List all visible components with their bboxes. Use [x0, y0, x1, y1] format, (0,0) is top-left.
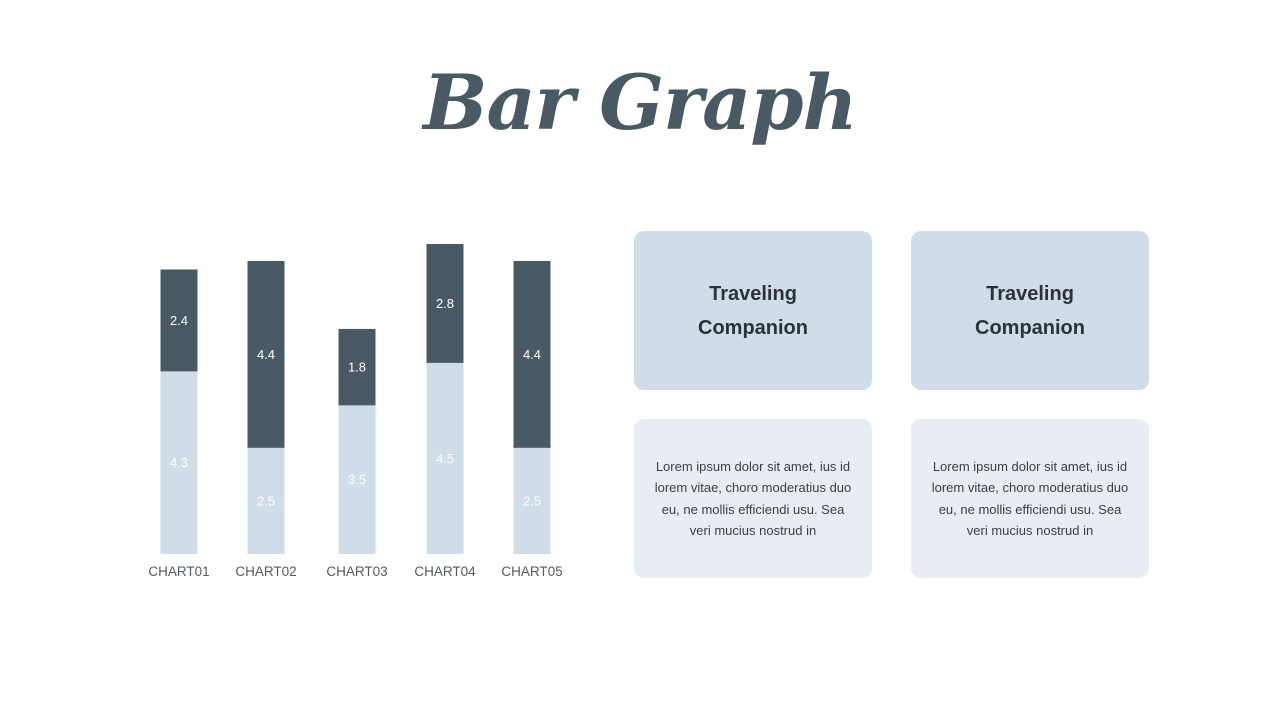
data-label-chart02-series1: 2.5 [257, 493, 275, 508]
bar-chart04-series1 [426, 362, 464, 554]
data-label-chart03-series1: 3.5 [348, 472, 366, 487]
data-label-chart04-series1: 4.5 [436, 451, 454, 466]
card-body-2: Lorem ipsum dolor sit amet, ius id lorem… [911, 419, 1149, 578]
bar-chart01-series1 [160, 371, 198, 554]
card-heading-1: Traveling Companion [634, 231, 872, 390]
card-body-2-text: Lorem ipsum dolor sit amet, ius id lorem… [931, 458, 1129, 539]
card-body-1: Lorem ipsum dolor sit amet, ius id lorem… [634, 419, 872, 578]
stacked-bar-chart: 4.3 2.4 CHART01 2.5 4.4 CHART02 3.5 1.8 CHART03 4… [148, 244, 563, 579]
bar-chart03-series1 [338, 405, 376, 554]
bar-chart01-series2 [160, 269, 198, 372]
bar-chart02-series1 [247, 447, 285, 554]
data-label-chart05-series2: 4.4 [523, 347, 541, 362]
data-label-chart03-series2: 1.8 [348, 360, 366, 375]
card-heading-2-text: Traveling Companion [975, 282, 1085, 339]
x-tick-label-chart01: CHART01 [148, 564, 209, 579]
bar-chart05-series2 [513, 260, 551, 448]
data-label-chart02-series2: 4.4 [257, 347, 275, 362]
data-label-chart01-series2: 2.4 [170, 313, 188, 328]
x-tick-label-chart04: CHART04 [414, 564, 476, 579]
x-tick-label-chart05: CHART05 [501, 564, 562, 579]
bar-chart03-series2 [338, 328, 376, 406]
bar-chart02-series2 [247, 260, 285, 448]
page-title: Bar Graph [423, 58, 858, 147]
bar-chart04-series2 [426, 244, 464, 363]
bar-chart05-series1 [513, 447, 551, 554]
data-label-chart05-series1: 2.5 [523, 493, 541, 508]
card-heading-2: Traveling Companion [911, 231, 1149, 390]
data-label-chart04-series2: 2.8 [436, 296, 454, 311]
x-tick-label-chart03: CHART03 [326, 564, 387, 579]
card-body-1-text: Lorem ipsum dolor sit amet, ius id lorem… [654, 458, 852, 539]
card-heading-1-text: Traveling Companion [698, 282, 808, 339]
data-label-chart01-series1: 4.3 [170, 455, 188, 470]
x-tick-label-chart02: CHART02 [235, 564, 296, 579]
